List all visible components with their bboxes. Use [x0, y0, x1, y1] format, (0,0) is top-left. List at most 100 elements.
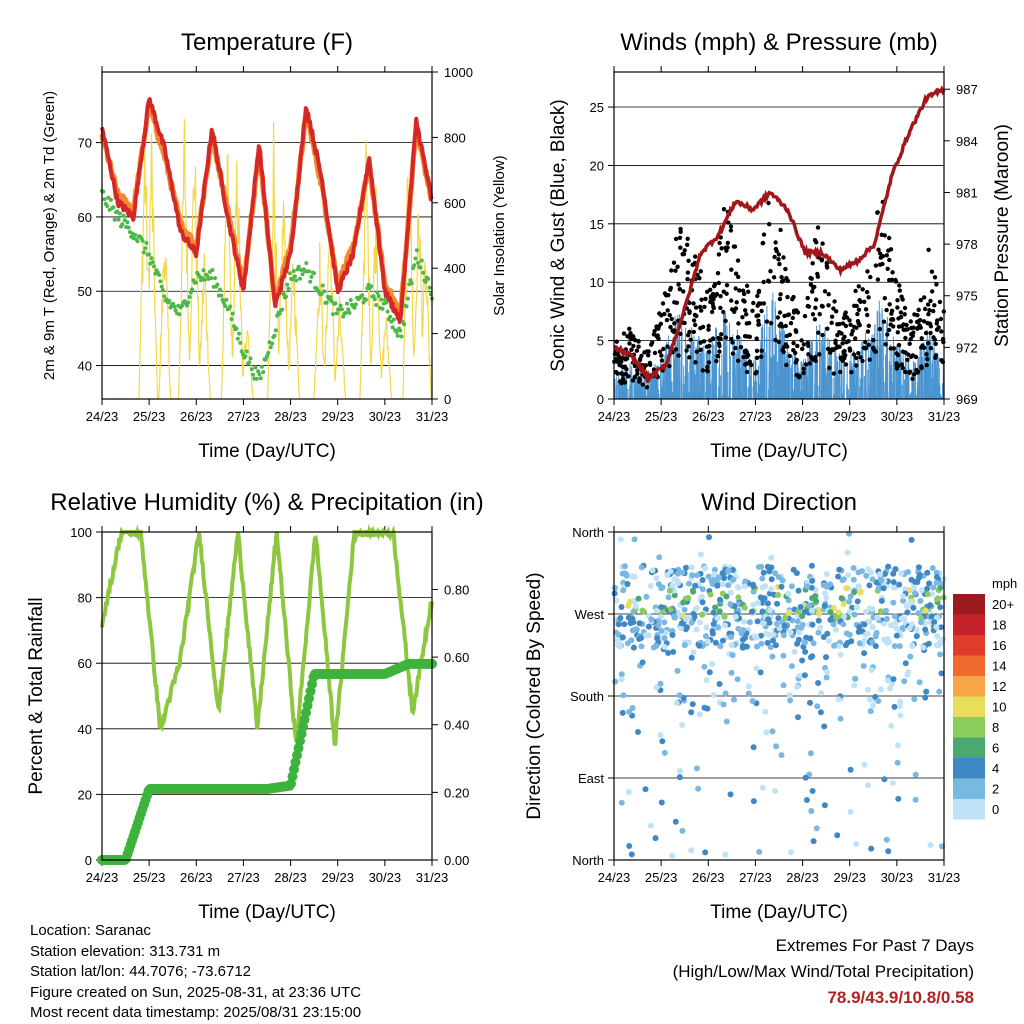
direction-point: [928, 613, 935, 620]
direction-point: [670, 648, 677, 655]
gust-point: [831, 371, 836, 376]
direction-point: [887, 685, 893, 692]
direction-point: [750, 798, 757, 805]
gust-point: [824, 263, 829, 268]
legend-label: 4: [992, 761, 999, 776]
gust-point: [619, 371, 625, 377]
gust-point: [849, 370, 854, 375]
direction-point: [872, 633, 879, 640]
gust-point: [884, 253, 889, 258]
direction-point: [802, 648, 809, 655]
direction-point: [813, 825, 820, 832]
direction-point: [885, 677, 891, 684]
direction-point: [929, 565, 936, 572]
x-tick-label: 30/23: [369, 409, 402, 424]
gust-point: [819, 258, 824, 263]
direction-point: [619, 634, 626, 641]
dewpoint-point: [270, 341, 275, 346]
y-tick-label: 80: [78, 591, 92, 606]
direction-point: [786, 692, 793, 699]
dewpoint-point: [390, 325, 395, 330]
direction-point: [653, 684, 660, 691]
direction-point: [830, 621, 837, 628]
gust-point: [795, 343, 800, 349]
gust-point: [909, 332, 914, 337]
gust-point: [897, 283, 902, 288]
gust-point: [928, 298, 933, 304]
direction-point: [795, 714, 801, 721]
direction-point: [620, 587, 627, 594]
gust-point: [794, 329, 799, 334]
direction-point: [795, 608, 802, 615]
x-tick-label: 29/23: [833, 870, 866, 885]
direction-point: [654, 635, 661, 642]
direction-point: [757, 669, 764, 676]
y2-tick-label: 969: [956, 392, 978, 407]
gust-point: [676, 282, 681, 287]
dewpoint-point: [281, 292, 286, 296]
gust-point: [718, 305, 723, 311]
direction-point: [896, 581, 903, 588]
gust-point: [691, 329, 696, 335]
gust-point: [902, 312, 907, 317]
dewpoint-point: [416, 260, 420, 265]
direction-point: [625, 602, 632, 609]
y2-tick-label: 0.40: [444, 718, 469, 733]
gust-point: [667, 363, 672, 369]
gust-point: [751, 300, 756, 306]
legend-swatch: [953, 696, 985, 717]
gust-point: [915, 326, 920, 331]
direction-point: [643, 593, 650, 600]
dewpoint-point: [280, 307, 285, 312]
direction-point: [788, 663, 795, 670]
direction-series: [611, 530, 947, 859]
gust-point: [687, 329, 692, 335]
legend-swatch: [953, 635, 985, 656]
gust-point: [840, 321, 846, 326]
gust-point: [630, 378, 636, 383]
legend-label: 12: [992, 679, 1006, 694]
gust-point: [865, 269, 870, 274]
gust-point: [675, 264, 680, 269]
dewpoint-point: [384, 300, 389, 305]
dewpoint-point: [423, 279, 428, 284]
gust-point: [719, 246, 724, 251]
direction-point: [859, 568, 865, 575]
gust-point: [875, 277, 881, 282]
dewpoint-point: [419, 258, 424, 263]
gust-point: [844, 315, 850, 320]
gust-point: [735, 335, 741, 340]
direction-point: [775, 615, 782, 622]
direction-point: [638, 564, 645, 571]
gust-point: [887, 235, 892, 241]
direction-point: [937, 651, 944, 658]
x-tick-label: 25/23: [133, 870, 166, 885]
x-tick-label: 30/23: [369, 870, 402, 885]
gust-point: [934, 327, 940, 332]
direction-point: [820, 634, 827, 640]
x-tick-label: 31/23: [416, 409, 449, 424]
direction-point: [846, 598, 853, 605]
gust-point: [822, 289, 828, 294]
direction-point: [807, 699, 813, 706]
direction-point: [772, 570, 779, 577]
direction-point: [866, 618, 873, 625]
gust-point: [807, 361, 812, 366]
y2-tick-label: 975: [956, 289, 978, 304]
gust-point: [833, 338, 838, 343]
direction-point: [760, 620, 766, 627]
gust-point: [661, 346, 666, 352]
direction-point: [673, 700, 680, 706]
direction-point: [707, 591, 714, 598]
direction-point: [810, 838, 817, 845]
direction-point: [869, 639, 876, 646]
dewpoint-point: [304, 261, 309, 266]
gust-point: [618, 379, 623, 384]
direction-point: [774, 600, 781, 607]
direction-point: [631, 536, 638, 543]
gust-point: [759, 354, 764, 359]
gust-point: [644, 385, 650, 390]
direction-point: [674, 667, 681, 674]
gust-point: [724, 291, 729, 296]
x-tick-label: 31/23: [416, 870, 449, 885]
